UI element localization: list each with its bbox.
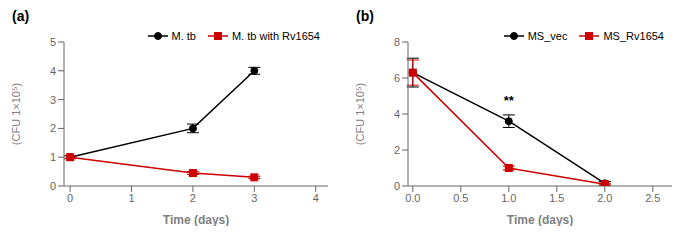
html-text:M. tb with Rv1654: M. tb with Rv1654 (232, 30, 320, 42)
svg-text:0: 0 (67, 192, 73, 204)
svg-text:Time (days): Time (days) (507, 213, 573, 226)
svg-text:2.5: 2.5 (645, 192, 660, 204)
html-text:M. tb: M. tb (171, 30, 196, 42)
svg-text:4: 4 (50, 65, 56, 77)
svg-text:1: 1 (50, 151, 56, 163)
svg-text:3: 3 (50, 94, 56, 106)
svg-text:2: 2 (190, 192, 196, 204)
svg-text:0: 0 (50, 180, 56, 192)
svg-text:2: 2 (50, 122, 56, 134)
html-text:(b): (b) (356, 8, 374, 24)
svg-text:Time (days): Time (days) (163, 213, 229, 226)
svg-text:1.0: 1.0 (501, 192, 516, 204)
html-text:(a): (a) (12, 8, 30, 24)
html-text:MS_Rv1654: MS_Rv1654 (603, 30, 664, 42)
svg-text:8: 8 (394, 36, 400, 48)
svg-text:1: 1 (128, 192, 134, 204)
svg-text:4: 4 (394, 108, 400, 120)
svg-text:(CFU 1×10⁵): (CFU 1×10⁵) (10, 83, 22, 145)
svg-text:6: 6 (394, 72, 400, 84)
svg-text:4: 4 (313, 192, 319, 204)
svg-text:2: 2 (394, 144, 400, 156)
svg-text:0.0: 0.0 (405, 192, 420, 204)
svg-text:0: 0 (394, 180, 400, 192)
svg-text:(CFU 1×10⁵): (CFU 1×10⁵) (354, 83, 366, 145)
svg-text:5: 5 (50, 36, 56, 48)
html-text:MS_vec: MS_vec (527, 30, 568, 42)
svg-text:**: ** (504, 93, 515, 108)
svg-text:2.0: 2.0 (597, 192, 612, 204)
svg-text:1.5: 1.5 (549, 192, 564, 204)
svg-text:3: 3 (251, 192, 257, 204)
svg-text:0.5: 0.5 (453, 192, 468, 204)
